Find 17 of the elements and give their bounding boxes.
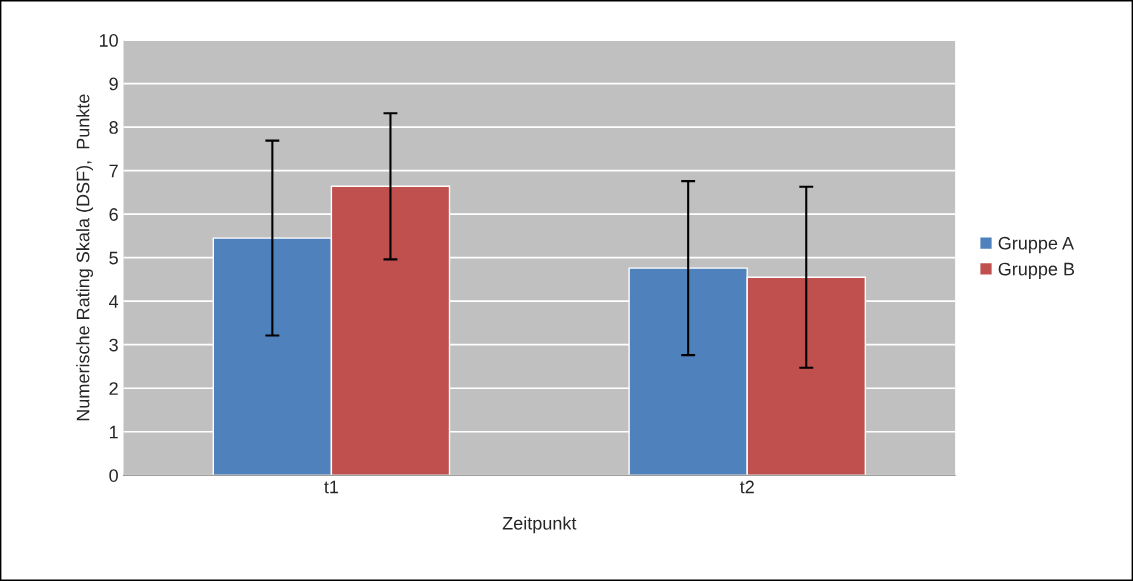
y-tick-label: 5 [109,251,118,265]
y-tick-label: 4 [109,295,119,308]
legend-label: Gruppe B [998,262,1075,280]
legend-label: Gruppe A [998,236,1074,254]
x-axis-title: Zeitpunkt [502,516,577,534]
y-tick-label: 8 [109,121,118,134]
y-tick-label: 0 [109,469,118,482]
x-tick-label: t2 [739,480,754,494]
y-tick-label: 10 [99,34,118,47]
y-tick-label: 2 [109,382,118,395]
y-tick-label: 9 [109,77,118,91]
x-tick-label: t1 [324,480,339,494]
y-tick-label: 1 [109,425,118,439]
y-tick-label: 6 [109,208,118,221]
y-tick-label: 3 [109,338,118,352]
y-axis-title: Numerische Rating Skala (DSF), Punkte [76,94,93,421]
y-tick-label: 7 [109,164,118,178]
